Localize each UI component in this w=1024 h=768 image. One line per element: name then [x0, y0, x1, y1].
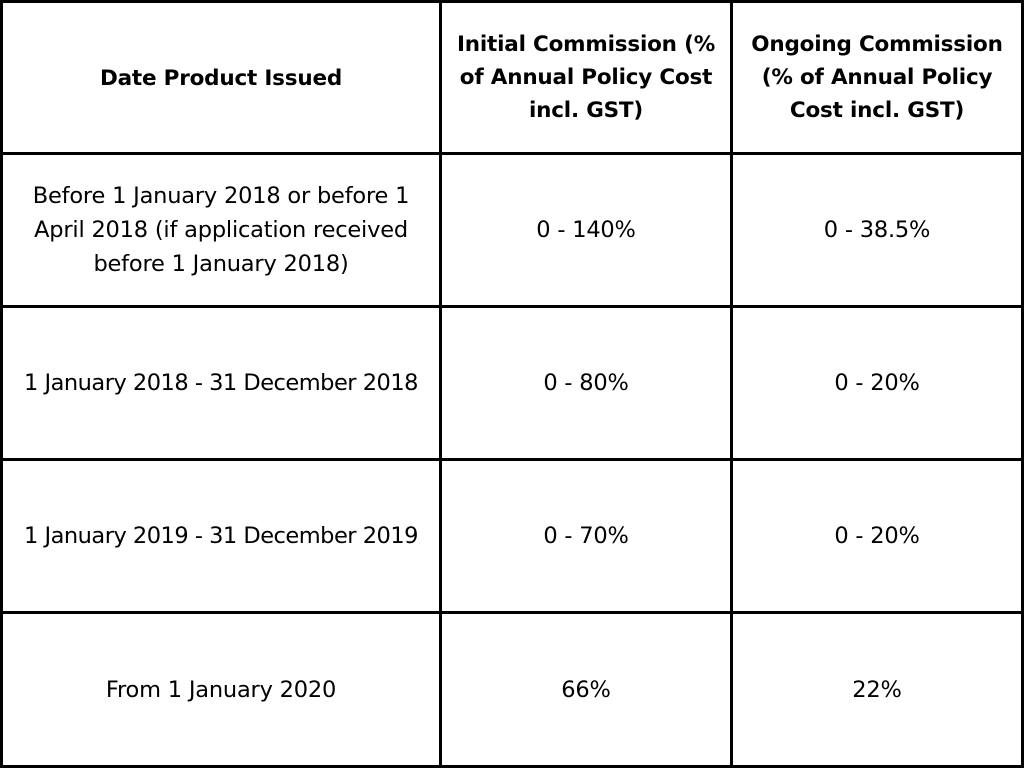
row-3-initial: 0 - 70% [442, 461, 733, 614]
row-3-ongoing: 0 - 20% [733, 461, 1021, 614]
row-4-ongoing: 22% [852, 676, 902, 703]
header-date-product-issued: Date Product Issued [3, 3, 442, 155]
row-2-date: 1 January 2018 - 31 December 2018 [3, 308, 442, 461]
header-ongoing-commission: Ongoing Commission (% of Annual Policy C… [733, 3, 1021, 155]
row-1-date: Before 1 January 2018 or before 1 April … [3, 155, 442, 308]
row-2-ongoing: 0 - 20% [733, 308, 1021, 461]
row-1-ongoing: 0 - 38.5% [733, 155, 1021, 308]
row-2-initial: 0 - 80% [442, 308, 733, 461]
row-4-initial: 66% [442, 614, 733, 765]
header-initial-commission: Initial Commission (% of Annual Policy C… [442, 3, 733, 155]
row-1-initial: 0 - 140% [442, 155, 733, 308]
row-4-date: From 1 January 2020 [3, 614, 442, 765]
row-3-date: 1 January 2019 - 31 December 2019 [3, 461, 442, 614]
